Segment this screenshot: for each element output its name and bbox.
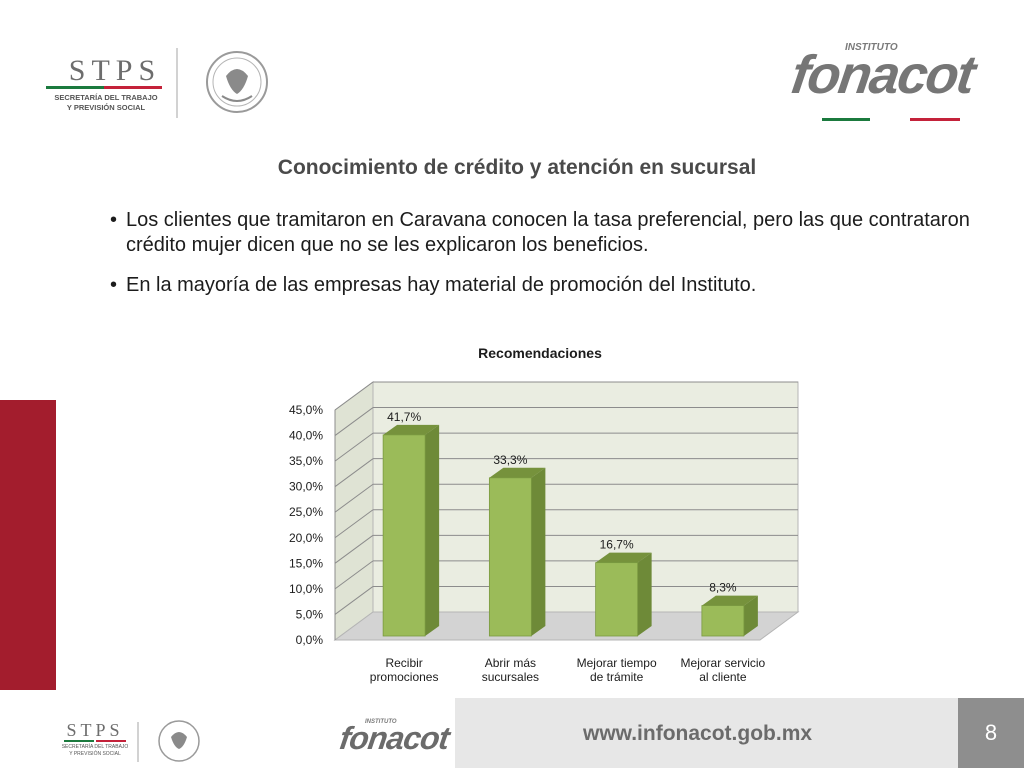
chart-y-tick-label: 15,0% bbox=[289, 556, 323, 570]
stps-flag-green-line bbox=[46, 86, 104, 89]
chart-floor bbox=[333, 611, 800, 641]
bullet-text: En la mayoría de las empresas hay materi… bbox=[126, 274, 757, 296]
chart-bar-top bbox=[701, 595, 758, 606]
chart-bar bbox=[701, 605, 745, 637]
mexico-seal-icon bbox=[206, 51, 268, 113]
chart-x-tick-label: Recibir bbox=[385, 656, 422, 670]
chart-y-tick-label: 25,0% bbox=[289, 505, 323, 519]
bullet-item: • Los clientes que tramitaron en Caravan… bbox=[110, 208, 990, 258]
chart-x-tick-label: de trámite bbox=[590, 670, 644, 684]
header-divider bbox=[176, 48, 178, 118]
chart-gridline bbox=[334, 381, 374, 411]
chart-bar bbox=[382, 434, 426, 637]
chart-y-tick-label: 35,0% bbox=[289, 454, 323, 468]
stps-subtitle-line1: SECRETARÍA DEL TRABAJO bbox=[54, 93, 158, 102]
bullet-dot: • bbox=[110, 209, 118, 231]
fonacot-logo-text: fonacot bbox=[787, 45, 978, 105]
footer-url[interactable]: www.infonacot.gob.mx bbox=[583, 722, 813, 745]
footer-fonacot-logo-text: fonacot bbox=[337, 720, 452, 756]
chart-data-label: 8,3% bbox=[709, 581, 737, 595]
footer-fonacot-instituto-label: INSTITUTO bbox=[365, 719, 397, 725]
chart-data-label: 33,3% bbox=[493, 453, 527, 467]
slide-title: Conocimiento de crédito y atención en su… bbox=[277, 156, 757, 179]
chart-data-label: 41,7% bbox=[387, 410, 421, 424]
chart-x-tick-label: sucursales bbox=[482, 670, 539, 684]
stps-logo-text: STPS bbox=[68, 54, 162, 87]
chart-gridline bbox=[334, 509, 374, 539]
chart-gridline bbox=[334, 586, 374, 615]
chart-gridline bbox=[334, 483, 374, 513]
chart-y-tick-label: 30,0% bbox=[289, 480, 323, 494]
fonacot-green-bar bbox=[822, 118, 870, 121]
page-number: 8 bbox=[958, 698, 1024, 768]
chart-gridline bbox=[334, 458, 374, 488]
chart-bar-side bbox=[531, 467, 546, 636]
chart-y-tick-label: 0,0% bbox=[296, 633, 324, 647]
bullet-dot: • bbox=[110, 274, 118, 296]
footer-stps-logo-text: STPS bbox=[66, 720, 124, 740]
chart-gridlines bbox=[334, 381, 798, 640]
chart-data-label: 16,7% bbox=[600, 538, 634, 552]
chart-bars bbox=[382, 424, 758, 637]
chart-bar-top bbox=[595, 552, 652, 563]
chart-walls bbox=[333, 381, 800, 641]
chart-gridline bbox=[334, 407, 374, 436]
bullet-list: • Los clientes que tramitaron en Caravan… bbox=[110, 208, 990, 313]
footer-stps-subtitle-line1: SECRETARÍA DEL TRABAJO bbox=[61, 744, 129, 750]
chart-y-tick-label: 40,0% bbox=[289, 429, 323, 443]
footer-stps-green-line bbox=[64, 740, 94, 742]
chart-gridline bbox=[334, 560, 374, 590]
bullet-text: Los clientes que tramitaron en Caravana … bbox=[126, 209, 970, 256]
chart-bar-top bbox=[489, 467, 546, 478]
bullet-item: • En la mayoría de las empresas hay mate… bbox=[110, 273, 990, 298]
chart-y-tick-label: 45,0% bbox=[289, 403, 323, 417]
footer-stps-subtitle-line2: Y PREVISIÓN SOCIAL bbox=[69, 751, 121, 757]
chart-bar-side bbox=[743, 595, 758, 636]
fonacot-instituto-label: INSTITUTO bbox=[845, 42, 898, 53]
chart-x-tick-label: al cliente bbox=[699, 670, 747, 684]
footer-mexico-seal-icon bbox=[158, 720, 200, 762]
chart-bar bbox=[595, 562, 639, 637]
chart-y-tick-label: 10,0% bbox=[289, 582, 323, 596]
chart-x-tick-label: promociones bbox=[370, 670, 439, 684]
chart-y-tick-label: 5,0% bbox=[296, 607, 324, 621]
chart-y-tick-labels: 0,0% 5,0% 10,0% 15,0% 20,0% 25,0% 30,0% 35,0% 40… bbox=[289, 403, 323, 647]
footer-stps-subtitle: SECRETARÍA DEL TRABAJO Y PREVISIÓN SOCIA… bbox=[60, 744, 130, 758]
chart-bar-side bbox=[637, 552, 652, 636]
brand-red-sidebar bbox=[0, 400, 56, 690]
chart-side-wall bbox=[334, 381, 374, 641]
chart-bar-top bbox=[383, 424, 440, 435]
chart-data-labels: 41,7% 33,3% 16,7% 8,3% bbox=[387, 410, 737, 595]
chart-gridline bbox=[334, 432, 374, 462]
fonacot-red-bar bbox=[910, 118, 960, 121]
stps-subtitle-line2: Y PREVISIÓN SOCIAL bbox=[66, 103, 146, 112]
footer-band bbox=[455, 698, 1024, 768]
footer-stps-red-line bbox=[96, 740, 126, 742]
chart-y-tick-label: 20,0% bbox=[289, 531, 323, 545]
chart-bar bbox=[488, 477, 532, 637]
chart-gridline bbox=[334, 534, 374, 564]
chart-x-tick-label: Mejorar servicio bbox=[681, 656, 766, 670]
fonacot-white-bar bbox=[870, 118, 910, 121]
recommendations-bar-chart: Recomendaciones 0,0% 5,0% 10,0% 15,0% 20,0% 2… bbox=[289, 345, 800, 684]
stps-flag-red-line bbox=[104, 86, 162, 89]
footer-divider bbox=[137, 722, 139, 762]
chart-bar-side bbox=[425, 424, 440, 636]
chart-title: Recomendaciones bbox=[478, 345, 602, 361]
chart-x-tick-label: Mejorar tiempo bbox=[577, 656, 657, 670]
chart-x-tick-label: Abrir más bbox=[485, 656, 536, 670]
